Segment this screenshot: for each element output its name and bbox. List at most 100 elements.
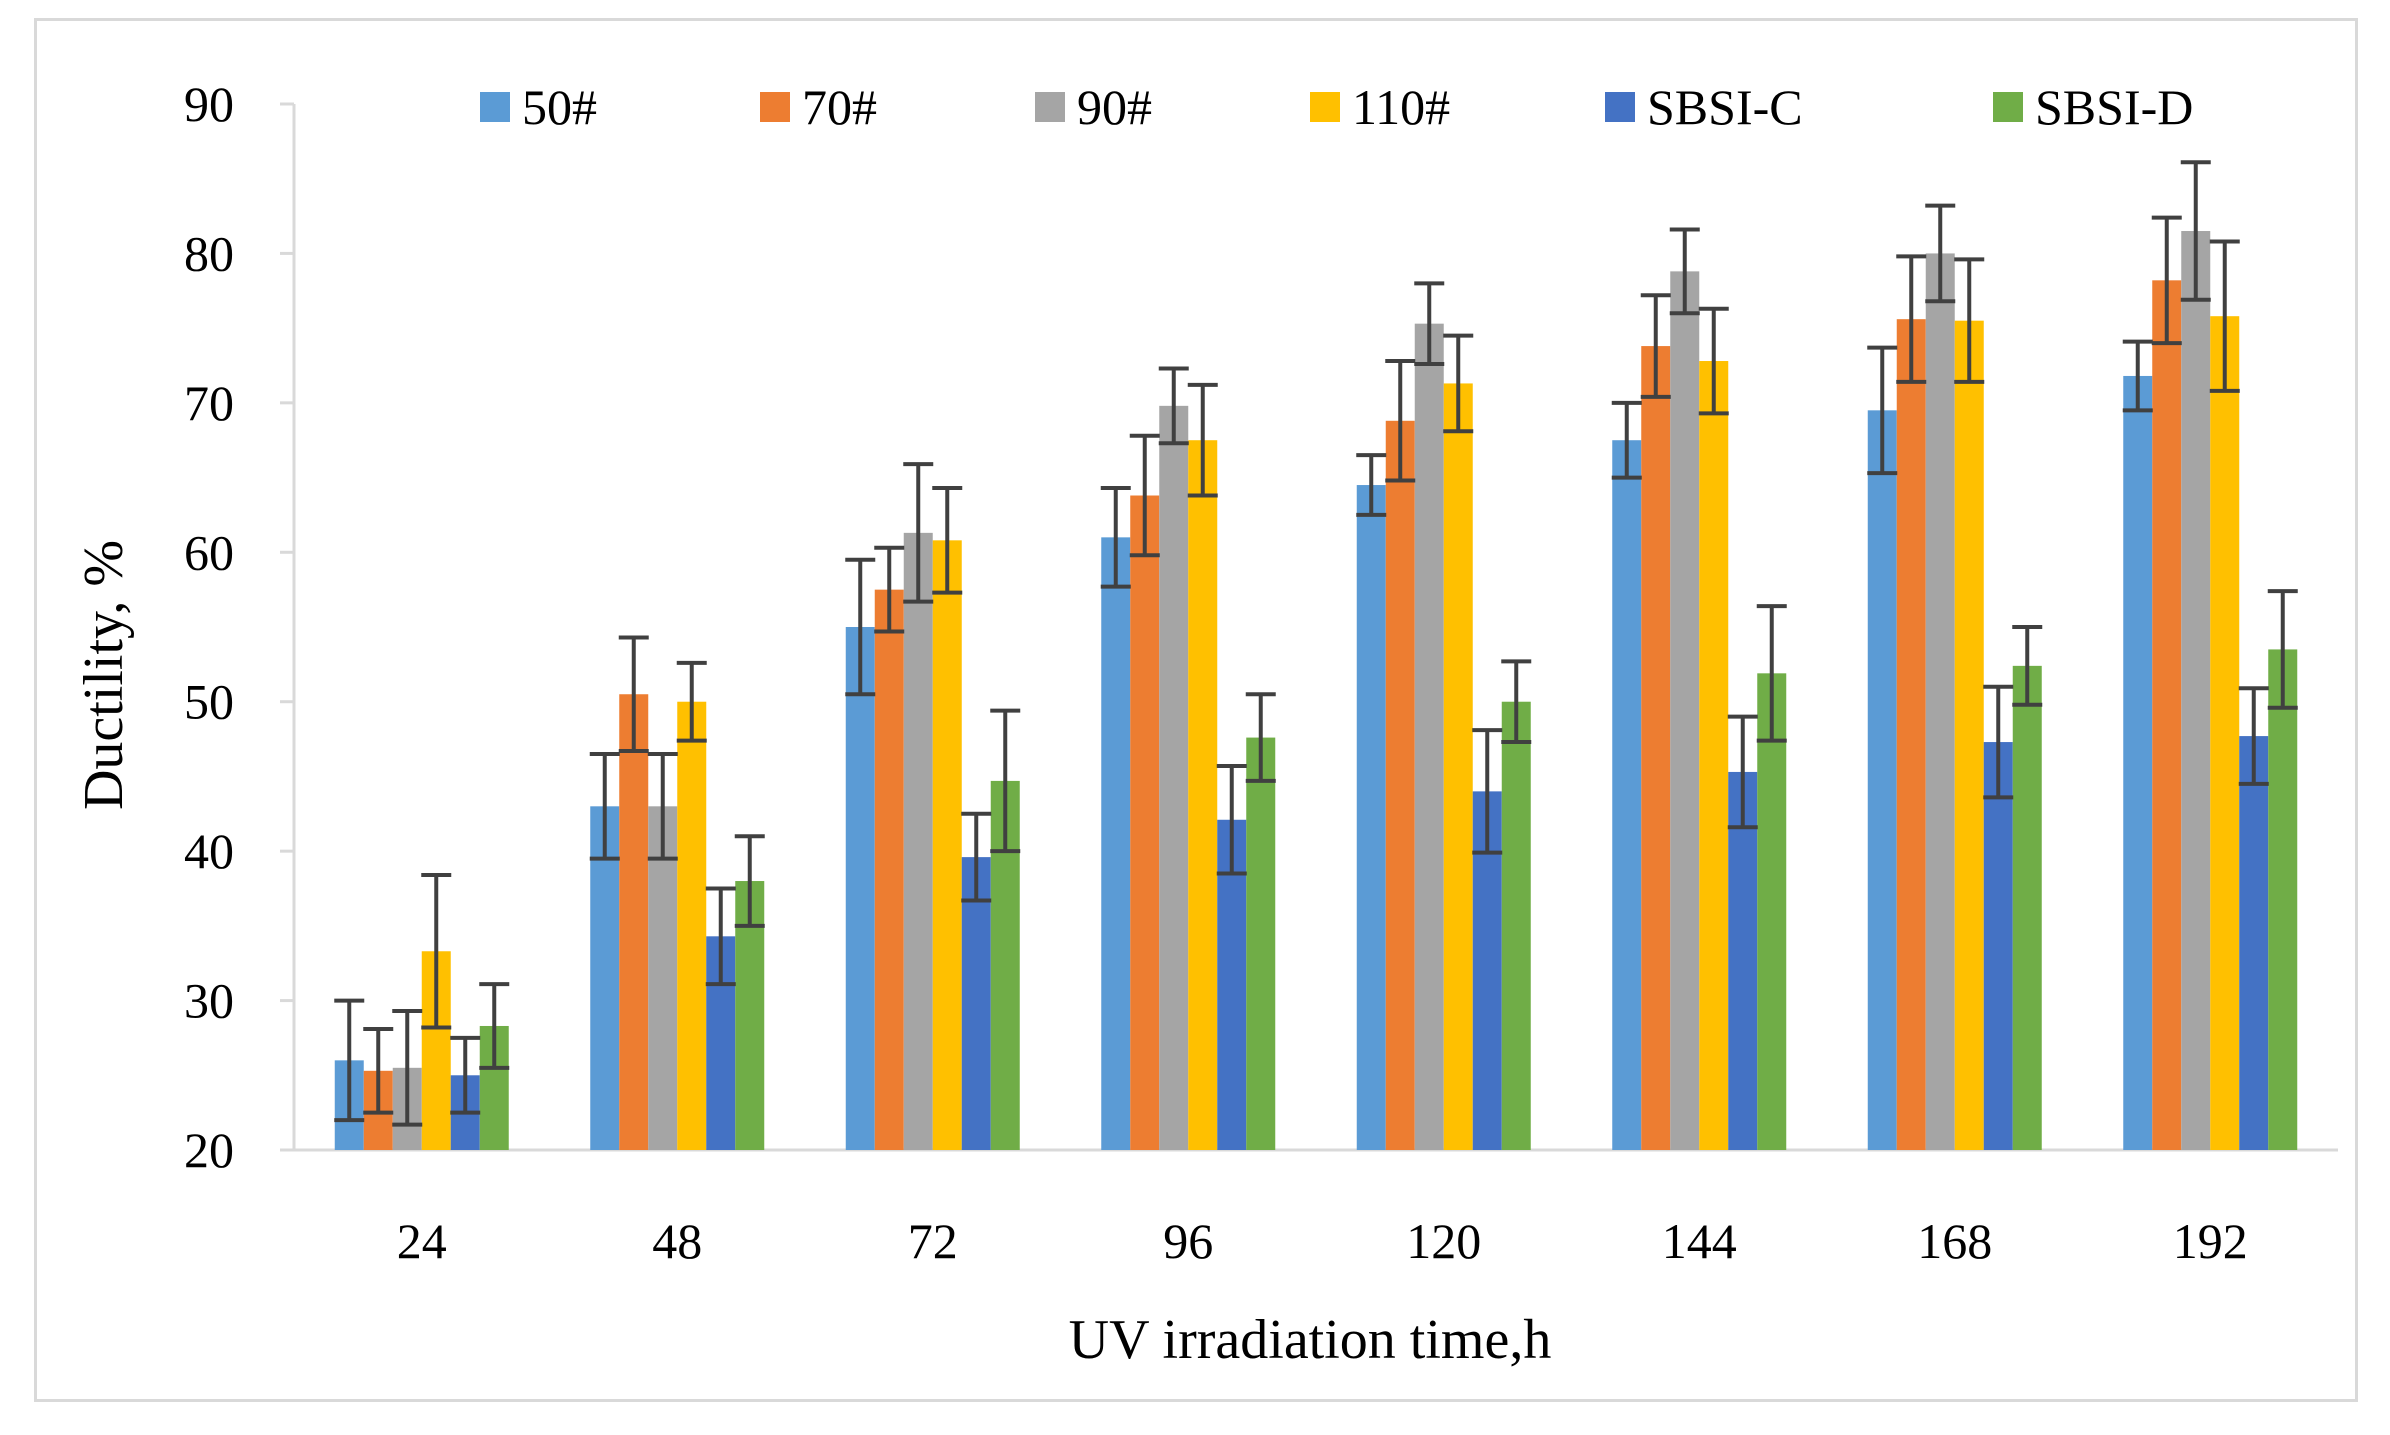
x-tick-label: 144 bbox=[1662, 1213, 1737, 1269]
bar-50#-168 bbox=[1867, 410, 1897, 1150]
legend-entry-70#: 70# bbox=[760, 79, 877, 135]
error-bar-70#-120 bbox=[1385, 359, 1416, 483]
bar-SBSI-D-168 bbox=[2012, 665, 2042, 1150]
legend-entry-90#: 90# bbox=[1035, 79, 1152, 135]
legend-entry-SBSI-D: SBSI-D bbox=[1993, 79, 2193, 135]
x-tick-label: 72 bbox=[908, 1213, 958, 1269]
x-tick-label: 192 bbox=[2173, 1213, 2248, 1269]
bar-SBSI-D-120 bbox=[1501, 701, 1531, 1150]
error-bar-110#-144 bbox=[1698, 306, 1729, 416]
bar-70#-48 bbox=[619, 694, 649, 1150]
error-bar-110#-96 bbox=[1187, 382, 1218, 498]
bar-50#-72 bbox=[845, 627, 875, 1150]
error-bar-110#-72 bbox=[932, 486, 963, 595]
x-tick-label: 24 bbox=[397, 1213, 447, 1269]
bar-90#-168 bbox=[1925, 253, 1955, 1150]
error-bar-50#-24 bbox=[334, 998, 365, 1123]
error-bar-SBSI-C-168 bbox=[1983, 684, 2014, 800]
error-bar-50#-120 bbox=[1356, 453, 1387, 517]
bar-50#-48 bbox=[590, 806, 620, 1150]
bar-110#-168 bbox=[1954, 320, 1984, 1151]
error-bar-SBSI-D-144 bbox=[1756, 604, 1787, 743]
error-bar-70#-144 bbox=[1640, 293, 1671, 399]
legend-swatch bbox=[1605, 92, 1635, 122]
error-bar-SBSI-D-24 bbox=[479, 982, 510, 1070]
bar-110#-96 bbox=[1188, 440, 1218, 1150]
error-bar-50#-192 bbox=[2122, 339, 2153, 413]
bar-50#-144 bbox=[1612, 440, 1642, 1150]
error-bar-SBSI-D-48 bbox=[734, 834, 765, 928]
y-axis-label: Ductility, % bbox=[73, 540, 135, 810]
y-tick-label: 80 bbox=[184, 225, 234, 281]
error-bar-SBSI-C-72 bbox=[961, 811, 992, 903]
error-bar-110#-168 bbox=[1954, 257, 1985, 384]
legend-label: SBSI-D bbox=[2035, 79, 2193, 135]
bar-110#-48 bbox=[677, 701, 707, 1150]
error-bar-90#-144 bbox=[1669, 227, 1700, 316]
error-bar-70#-72 bbox=[874, 545, 905, 634]
bar-90#-96 bbox=[1159, 405, 1189, 1150]
bar-110#-72 bbox=[932, 540, 962, 1150]
bars-layer bbox=[334, 231, 2298, 1151]
bar-70#-72 bbox=[874, 589, 904, 1150]
bar-110#-144 bbox=[1699, 361, 1729, 1150]
bar-SBSI-C-192 bbox=[2239, 736, 2269, 1150]
error-bar-110#-48 bbox=[676, 660, 707, 743]
legend-label: 90# bbox=[1077, 79, 1152, 135]
error-bar-50#-96 bbox=[1100, 486, 1131, 589]
error-bar-SBSI-C-144 bbox=[1727, 714, 1758, 830]
bar-70#-168 bbox=[1896, 319, 1926, 1151]
bar-90#-72 bbox=[903, 532, 933, 1150]
y-axis: 20 30 40 50 60 70 80 90 bbox=[184, 76, 296, 1178]
bar-SBSI-D-96 bbox=[1246, 737, 1276, 1150]
x-tick-label: 48 bbox=[652, 1213, 702, 1269]
error-bar-SBSI-D-72 bbox=[990, 708, 1021, 854]
y-tick-label: 50 bbox=[184, 674, 234, 730]
bar-110#-120 bbox=[1443, 383, 1473, 1151]
error-bar-110#-24 bbox=[421, 873, 452, 1030]
error-bar-SBSI-C-120 bbox=[1472, 728, 1503, 855]
error-bar-90#-192 bbox=[2180, 160, 2211, 302]
bar-SBSI-D-192 bbox=[2268, 649, 2298, 1150]
error-bar-70#-168 bbox=[1896, 254, 1927, 384]
legend-swatch bbox=[1035, 92, 1065, 122]
legend-label: 70# bbox=[802, 79, 877, 135]
legend-entry-110#: 110# bbox=[1310, 79, 1450, 135]
error-bar-110#-192 bbox=[2209, 239, 2240, 393]
y-tick-label: 30 bbox=[184, 973, 234, 1029]
bar-70#-144 bbox=[1641, 346, 1671, 1150]
x-tick-label: 96 bbox=[1163, 1213, 1213, 1269]
error-bar-50#-72 bbox=[845, 557, 876, 697]
x-axis: 24 48 72 96 120 144 168 192 bbox=[294, 1148, 2338, 1269]
bar-50#-192 bbox=[2123, 375, 2153, 1151]
error-bar-50#-168 bbox=[1867, 345, 1898, 476]
bar-SBSI-C-144 bbox=[1728, 771, 1758, 1150]
y-tick-label: 90 bbox=[184, 76, 234, 132]
bar-90#-120 bbox=[1414, 323, 1444, 1150]
error-bar-90#-168 bbox=[1925, 203, 1956, 304]
error-bar-50#-48 bbox=[589, 752, 620, 861]
bar-50#-96 bbox=[1101, 537, 1131, 1150]
legend-label: 50# bbox=[522, 79, 597, 135]
error-bar-70#-48 bbox=[618, 635, 649, 754]
bar-SBSI-D-144 bbox=[1757, 673, 1787, 1150]
x-tick-label: 120 bbox=[1406, 1213, 1481, 1269]
legend-label: 110# bbox=[1352, 79, 1450, 135]
error-bar-90#-120 bbox=[1414, 281, 1445, 367]
bar-70#-192 bbox=[2152, 280, 2182, 1151]
legend-swatch bbox=[480, 92, 510, 122]
bar-70#-120 bbox=[1385, 420, 1415, 1150]
legend-entry-50#: 50# bbox=[480, 79, 597, 135]
error-bar-90#-72 bbox=[903, 462, 934, 604]
error-bar-50#-144 bbox=[1611, 400, 1642, 480]
error-bar-90#-96 bbox=[1158, 366, 1189, 446]
x-tick-label: 168 bbox=[1917, 1213, 1992, 1269]
error-bar-70#-192 bbox=[2151, 215, 2182, 346]
error-bar-SBSI-C-192 bbox=[2238, 686, 2269, 786]
error-bar-SBSI-D-192 bbox=[2267, 589, 2298, 710]
bar-110#-192 bbox=[2210, 316, 2240, 1150]
legend: 50# 70# 90# 110# SBSI-C SBSI-D bbox=[480, 79, 2193, 135]
y-tick-label: 40 bbox=[184, 823, 234, 879]
bar-90#-144 bbox=[1670, 271, 1700, 1150]
